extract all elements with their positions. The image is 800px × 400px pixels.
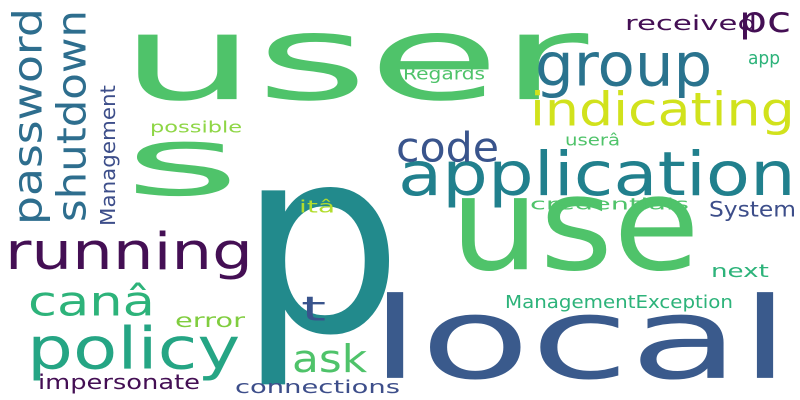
word-s: s (124, 106, 241, 218)
word-system: System (709, 197, 796, 222)
word-usera: userâ (565, 130, 621, 150)
word-next: next (711, 260, 769, 282)
word-received: received (625, 11, 757, 35)
word-error: error (175, 309, 246, 332)
word-p: p (238, 91, 404, 393)
word-t: t (301, 288, 327, 329)
word-pc: pc (739, 0, 792, 41)
word-can: canâ (28, 277, 155, 326)
word-app: app (748, 47, 781, 69)
word-running: running (5, 221, 253, 282)
word-ita: itâ (299, 196, 336, 217)
word-user: user (120, 0, 589, 128)
word-management: Management (96, 85, 120, 226)
word-use: use (450, 148, 701, 301)
word-password: password (4, 8, 52, 226)
word-shutdown: shutdown (48, 10, 96, 223)
word-regards: Regards (403, 63, 486, 84)
word-local: local (370, 272, 791, 400)
word-impersonate: impersonate (38, 370, 200, 394)
word-group: group (535, 29, 713, 100)
word-credentials: credentials (530, 194, 689, 214)
word-ask: ask (292, 336, 368, 382)
word-possible: possible (150, 117, 243, 137)
word-code: code (396, 123, 500, 172)
word-application: application (398, 138, 796, 210)
word-managementexception: ManagementException (505, 291, 733, 313)
word-policy: policy (27, 314, 241, 383)
word-connections: connections (235, 376, 401, 398)
word-indicating: indicating (530, 82, 795, 137)
